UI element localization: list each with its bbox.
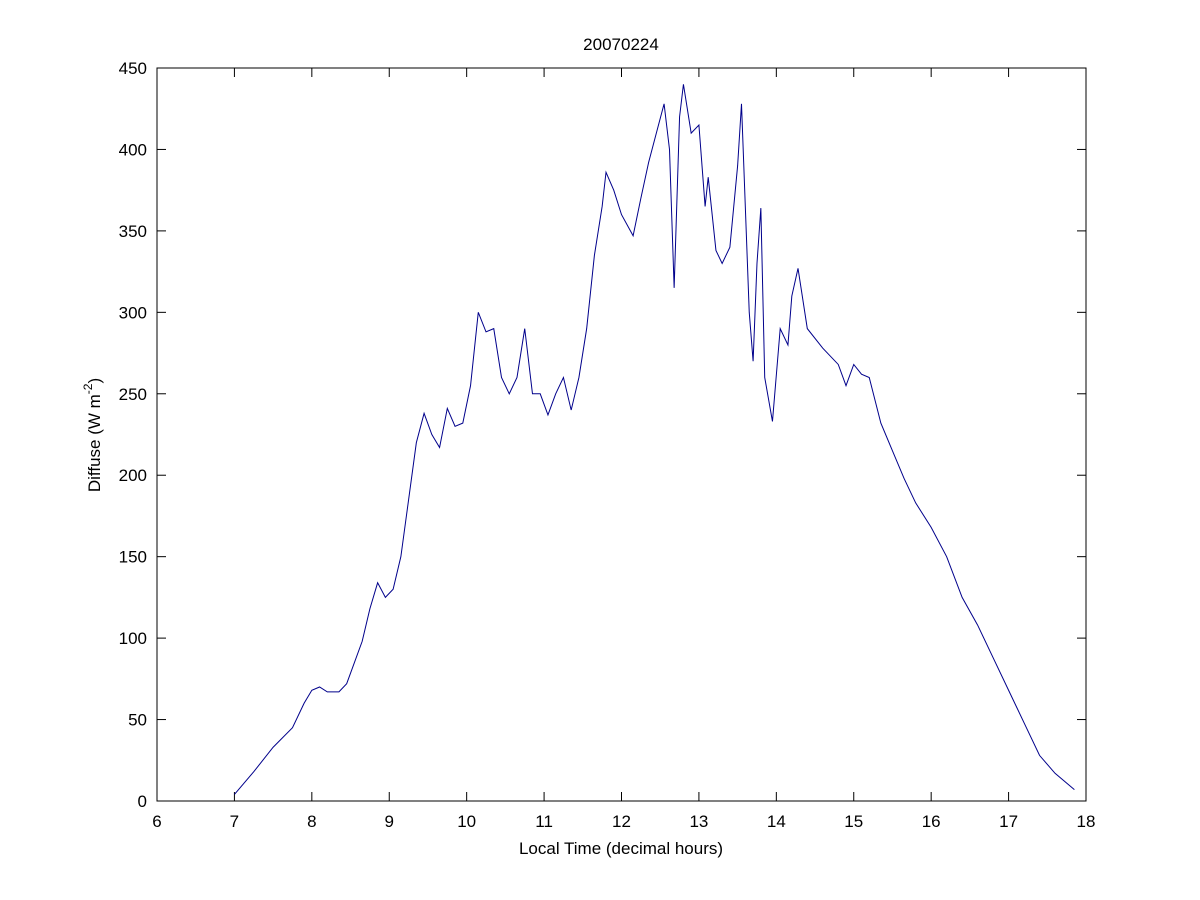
y-label-tail: ) [85,378,104,384]
y-label-main: Diffuse (W m [85,394,104,492]
x-tick-label: 17 [999,812,1018,831]
y-tick-label: 50 [128,711,147,730]
y-tick-label: 400 [119,140,147,159]
y-tick-label: 200 [119,466,147,485]
x-tick-label: 15 [844,812,863,831]
y-axis-label: Diffuse (W m-2) [81,378,104,492]
x-tick-label: 12 [612,812,631,831]
y-tick-label: 350 [119,222,147,241]
y-tick-label: 300 [119,303,147,322]
x-axis-label: Local Time (decimal hours) [519,839,723,858]
x-tick-label: 11 [535,812,553,831]
y-label-sup: -2 [81,383,95,394]
x-tick-label: 16 [922,812,941,831]
y-tick-label: 150 [119,548,147,567]
y-tick-label: 450 [119,59,147,78]
x-tick-label: 14 [767,812,786,831]
plot-frame [156,67,1087,802]
chart-title: 20070224 [583,35,659,54]
y-tick-label: 100 [119,629,147,648]
x-tick-label: 18 [1077,812,1096,831]
y-tick-label: 250 [119,385,147,404]
y-tick-label: 0 [138,792,147,811]
data-line [234,84,1075,795]
x-tick-label: 9 [385,812,394,831]
x-tick-label: 8 [307,812,316,831]
x-tick-label: 13 [689,812,708,831]
x-tick-label: 7 [230,812,239,831]
x-tick-label: 6 [152,812,161,831]
x-tick-label: 10 [457,812,476,831]
